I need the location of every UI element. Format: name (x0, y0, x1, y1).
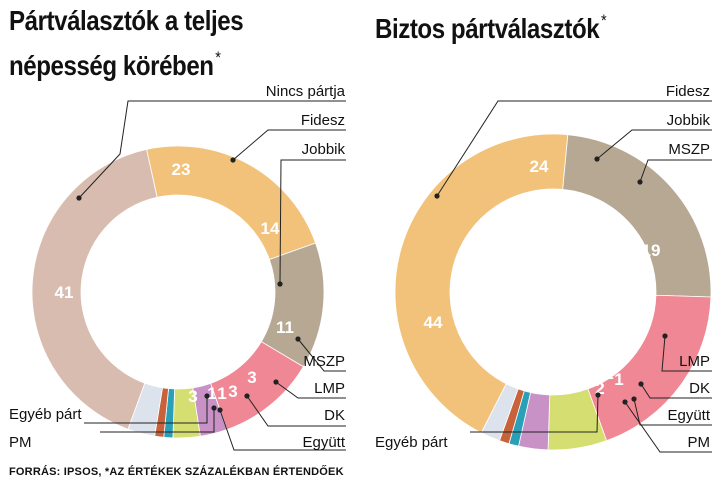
category-label-egyeb-part: Egyéb párt (375, 434, 448, 451)
value-label-pm: 1 (614, 370, 623, 389)
category-label-lmp: LMP (679, 353, 710, 370)
leader-line-egyutt (219, 409, 346, 451)
category-label-mszp: MSZP (303, 353, 345, 370)
category-label-lmp: LMP (314, 380, 345, 397)
value-label-dk: 3 (228, 382, 237, 401)
leader-line-mszp (639, 159, 712, 183)
leader-dot-jobbik (277, 281, 283, 287)
value-label-nincs-partja: 41 (55, 283, 74, 302)
chart-title-left: Pártválasztók a teljes népesség körében * (9, 2, 244, 84)
leader-line-nincs-partja (78, 100, 346, 199)
leader-dot-mszp (295, 336, 301, 342)
leader-line-fidesz (436, 100, 712, 197)
leader-dot-mszp (637, 179, 643, 185)
leader-dot-lmp (662, 333, 668, 339)
category-label-pm: PM (9, 434, 32, 451)
leader-line-egyutt (633, 398, 712, 426)
value-label-dk: 3 (615, 346, 624, 365)
leader-line-lmp (661, 335, 712, 372)
category-label-fidesz: Fidesz (666, 83, 710, 100)
leader-dot-fidesz (230, 157, 236, 163)
leader-dot-lmp (273, 379, 279, 385)
leader-dot-jobbik (594, 156, 600, 162)
category-label-mszp: MSZP (668, 141, 710, 158)
leader-line-jobbik (279, 159, 346, 285)
leader-dot-fidesz (434, 193, 440, 199)
chart-title-left-line2: népesség körében (9, 50, 214, 81)
chart-title-left-mark: * (215, 48, 221, 67)
leader-line-dk (246, 395, 346, 427)
leader-line-mszp (297, 338, 346, 372)
leader-dot-nincs-partja (76, 195, 82, 201)
leader-dot-egyeb-part (595, 392, 601, 398)
value-label-fidesz: 44 (424, 313, 443, 332)
category-label-dk: DK (324, 407, 345, 424)
chart-title-right-mark: * (600, 11, 607, 30)
slice-egyeb-part (480, 383, 519, 442)
leader-line-pm (624, 401, 712, 453)
source-note: FORRÁS: IPSOS, *AZ ÉRTÉKEK SZÁZALÉKBAN É… (9, 466, 344, 478)
leader-line-egyeb-part (470, 394, 599, 433)
value-label-egyeb-part: 3 (188, 387, 197, 406)
leader-dot-pm (211, 405, 217, 411)
value-label-egyeb-part: 2 (595, 379, 604, 398)
slice-fidesz (394, 133, 569, 434)
value-label-jobbik: 14 (261, 219, 280, 238)
category-label-fidesz: Fidesz (301, 112, 345, 129)
leader-dot-dk (638, 381, 644, 387)
category-label-jobbik: Jobbik (667, 112, 711, 129)
value-label-lmp: 3 (247, 368, 256, 387)
leader-line-jobbik (596, 129, 712, 160)
leader-line-dk (640, 383, 712, 399)
value-label-lmp: 6 (635, 322, 644, 341)
value-label-mszp: 11 (276, 318, 294, 337)
value-label-mszp: 19 (642, 241, 661, 260)
category-label-egyutt: Együtt (302, 434, 345, 451)
category-label-jobbik: Jobbik (302, 141, 346, 158)
value-label-egyutt: 1 (217, 384, 226, 403)
value-label-pm: 1 (207, 384, 216, 403)
leader-dot-egyutt (631, 396, 637, 402)
slice-jobbik (562, 134, 712, 298)
chart-title-right: Biztos pártválasztók * (375, 2, 607, 47)
leader-line-pm (100, 408, 215, 433)
leader-dot-egyutt (217, 407, 223, 413)
leader-line-lmp (275, 381, 346, 399)
leader-dot-egyeb-part (204, 393, 210, 399)
chart-title-left-line1: Pártválasztók a teljes (9, 5, 244, 36)
category-label-egyutt: Együtt (667, 407, 710, 424)
category-label-dk: DK (689, 380, 710, 397)
category-label-nincs-partja: Nincs pártja (266, 83, 346, 100)
value-label-jobbik: 24 (530, 157, 549, 176)
leader-line-egyeb-part (84, 396, 208, 424)
category-label-egyeb-part: Egyéb párt (9, 406, 82, 423)
chart-title-right-line1: Biztos pártválasztók (375, 13, 600, 44)
value-label-fidesz: 23 (172, 160, 191, 179)
leader-line-fidesz (232, 129, 346, 161)
leader-dot-pm (622, 399, 628, 405)
value-label-egyutt: 1 (604, 364, 613, 383)
category-label-pm: PM (688, 434, 711, 451)
leader-dot-dk (244, 393, 250, 399)
slice-nincs-partja (31, 148, 158, 430)
